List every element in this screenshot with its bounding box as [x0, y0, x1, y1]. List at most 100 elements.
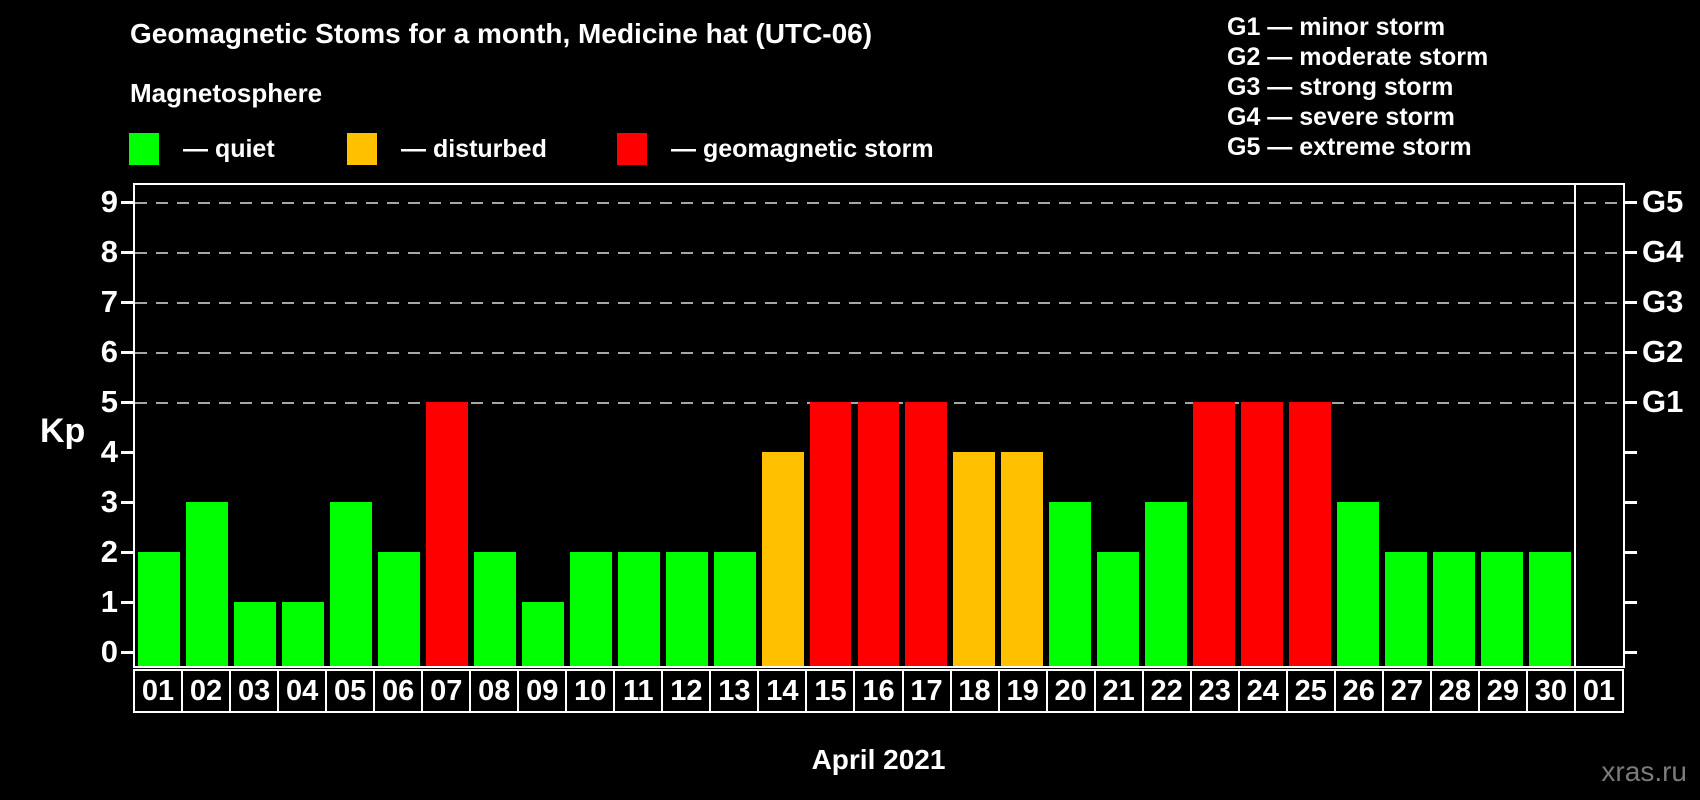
day-label-22: 22	[1141, 669, 1192, 713]
day-label-1: 01	[133, 669, 184, 713]
day-label-29: 29	[1477, 669, 1528, 713]
bar-day-13	[713, 552, 756, 666]
legend-label-quiet: — quiet	[183, 135, 275, 163]
day-label-13: 13	[709, 669, 760, 713]
chart-title: Geomagnetic Stoms for a month, Medicine …	[130, 18, 873, 49]
day-label-18: 18	[949, 669, 1000, 713]
bar-day-21	[1097, 552, 1140, 666]
x-axis-day-labels: 01 02 03 04 05 06 07 08 09 10 11 12 13 14 15 16 17 18 19 20…	[133, 669, 1624, 713]
left-tick-kp5	[121, 401, 133, 404]
g-legend-line-1: G1 — minor storm	[1227, 13, 1446, 41]
g-legend-line-5: G5 — extreme storm	[1227, 133, 1472, 161]
day-label-14: 14	[757, 669, 808, 713]
y-tick-label-9: 9	[100, 184, 118, 219]
bar-day-20	[1049, 502, 1092, 666]
gridline-kp9	[135, 202, 1623, 204]
day-label-12: 12	[661, 669, 712, 713]
bar-day-23	[1193, 402, 1236, 666]
bar-day-05	[329, 502, 372, 666]
watermark: xras.ru	[1601, 756, 1687, 787]
day-label-2: 02	[181, 669, 232, 713]
g-legend-line-2: G2 — moderate storm	[1227, 43, 1489, 71]
bar-day-30	[1529, 552, 1571, 666]
right-tick-kp8	[1625, 251, 1637, 254]
day-label-27: 27	[1381, 669, 1432, 713]
magnetosphere-label: Magnetosphere	[130, 78, 323, 108]
bar-day-08	[473, 552, 516, 666]
gridline-kp6	[135, 352, 1623, 354]
right-tick-kp4	[1625, 451, 1637, 454]
y-tick-label-7: 7	[100, 284, 118, 319]
day-label-7: 07	[421, 669, 472, 713]
day-label-5: 05	[325, 669, 376, 713]
g-axis-label-g1: G1	[1642, 384, 1684, 419]
bar-day-26	[1337, 502, 1380, 666]
left-tick-kp6	[121, 351, 133, 354]
right-tick-kp3	[1625, 501, 1637, 504]
day-label-9: 09	[517, 669, 568, 713]
g-axis-label-g4: G4	[1642, 234, 1684, 269]
y-axis-title: Kp	[40, 412, 86, 450]
bar-day-12	[665, 552, 708, 666]
bar-day-15	[809, 402, 852, 666]
bar-day-28	[1433, 552, 1476, 666]
y-tick-label-5: 5	[100, 384, 118, 419]
right-tick-kp7	[1625, 301, 1637, 304]
day-label-15: 15	[805, 669, 856, 713]
day-label-31: 01	[1573, 669, 1624, 713]
bar-day-06	[377, 552, 420, 666]
day-label-20: 20	[1045, 669, 1096, 713]
day-label-24: 24	[1237, 669, 1288, 713]
left-tick-kp9	[121, 201, 133, 204]
day-label-10: 10	[565, 669, 616, 713]
bar-day-22	[1145, 502, 1188, 666]
day-label-19: 19	[997, 669, 1048, 713]
bar-day-09	[521, 602, 564, 666]
bar-day-17	[905, 402, 948, 666]
bar-day-19	[1001, 452, 1044, 666]
day-label-3: 03	[229, 669, 280, 713]
left-tick-kp1	[121, 601, 133, 604]
right-tick-kp2	[1625, 551, 1637, 554]
bar-day-27	[1385, 552, 1428, 666]
day-label-23: 23	[1189, 669, 1240, 713]
g-axis-label-g5: G5	[1642, 184, 1684, 219]
day-label-16: 16	[853, 669, 904, 713]
next-month-separator	[1574, 185, 1576, 666]
day-label-4: 04	[277, 669, 328, 713]
bar-day-18	[953, 452, 996, 666]
plot-area	[133, 183, 1625, 668]
bar-day-02	[185, 502, 228, 666]
y-tick-label-0: 0	[100, 634, 118, 669]
legend-label-disturbed: — disturbed	[401, 135, 547, 163]
gridline-kp7	[135, 302, 1623, 304]
right-tick-kp0	[1625, 651, 1637, 654]
left-tick-kp4	[121, 451, 133, 454]
day-label-25: 25	[1285, 669, 1336, 713]
right-tick-kp6	[1625, 351, 1637, 354]
g-legend-line-4: G4 — severe storm	[1227, 103, 1455, 131]
left-tick-kp0	[121, 651, 133, 654]
right-tick-kp5	[1625, 401, 1637, 404]
left-tick-kp8	[121, 251, 133, 254]
day-label-8: 08	[469, 669, 520, 713]
day-label-21: 21	[1093, 669, 1144, 713]
bar-day-03	[233, 602, 276, 666]
right-tick-kp1	[1625, 601, 1637, 604]
bar-day-24	[1241, 402, 1284, 666]
bar-day-16	[857, 402, 900, 666]
right-tick-kp9	[1625, 201, 1637, 204]
y-tick-label-1: 1	[100, 584, 118, 619]
y-tick-label-2: 2	[100, 534, 118, 569]
day-label-26: 26	[1333, 669, 1384, 713]
left-tick-kp7	[121, 301, 133, 304]
g-axis-label-g3: G3	[1642, 284, 1684, 319]
gridline-kp8	[135, 252, 1623, 254]
x-axis-title: April 2021	[811, 744, 946, 775]
g-axis-label-g2: G2	[1642, 334, 1684, 369]
left-tick-kp3	[121, 501, 133, 504]
day-label-30: 30	[1525, 669, 1576, 713]
storm-scale-legend: G1 — minor storm G2 — moderate storm G3 — …	[1227, 12, 1488, 162]
day-label-6: 06	[373, 669, 424, 713]
y-tick-label-8: 8	[100, 234, 118, 269]
